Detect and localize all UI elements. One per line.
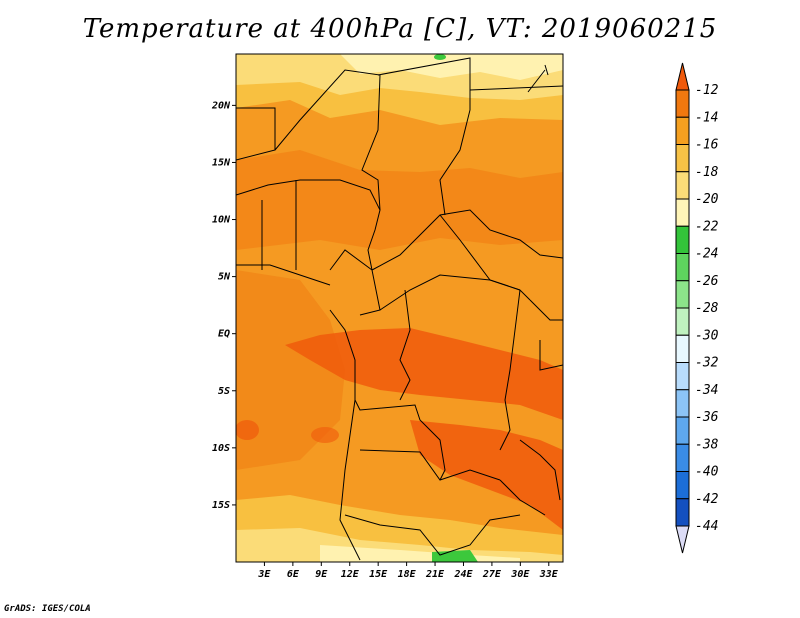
colorbar-segment: [675, 443, 690, 472]
colorbar-segment: [675, 225, 690, 254]
border-mozambique: [499, 479, 546, 516]
lon-tick-label: 33E: [539, 569, 559, 580]
lon-tick-label: 6E: [287, 569, 300, 580]
lon-tick-label: 24E: [453, 569, 473, 580]
border-zambia: [359, 449, 501, 481]
lon-tick-label: 27E: [482, 569, 502, 580]
colorbar-label: -18: [695, 165, 719, 180]
colorbar-label: -20: [695, 192, 719, 207]
band-minus12-inland-patch: [311, 427, 339, 443]
border-mali-niger: [274, 69, 381, 211]
border-nigeria-north: [236, 179, 381, 271]
country-borders: [236, 57, 563, 561]
band-minus20-south: [236, 528, 563, 562]
lat-tick-label: EQ: [218, 329, 230, 340]
lon-tick-label: 3E: [257, 569, 271, 580]
border-benin-togo: [261, 180, 297, 270]
colorbar-label: -44: [695, 519, 718, 534]
temperature-field: [236, 54, 563, 562]
lat-tick-label: 15S: [212, 500, 230, 511]
colorbar-label: -12: [695, 83, 719, 98]
lat-tick-label: 10S: [212, 443, 230, 454]
lon-tick-label: 30E: [510, 569, 530, 580]
colorbar-segment: [675, 471, 690, 500]
border-angola-drc: [329, 309, 446, 481]
band-minus12-congo: [285, 328, 563, 420]
lon-tick-label: 9E: [315, 569, 328, 580]
colorbar-segment: [675, 116, 690, 145]
colorbar-top-arrow: [675, 62, 690, 91]
lat-tick-label: 5S: [218, 386, 230, 397]
colorbar-segment: [675, 334, 690, 363]
latitude-axis: 20N 15N 10N 5N EQ 5S 10S 15S: [211, 100, 236, 511]
colorbar-label: -16: [695, 138, 719, 153]
map-frame: [235, 53, 564, 563]
band-minus14-west: [236, 270, 345, 470]
colorbar-segment: [675, 198, 690, 227]
colorbar-segment: [675, 171, 690, 200]
coast-angola-namibia: [339, 399, 361, 561]
lon-tick-label: 15E: [369, 569, 388, 580]
colorbar-segment: [675, 416, 690, 445]
map-title: Temperature at 400hPa [C], VT: 201906021…: [82, 14, 718, 44]
colorbar-segment: [675, 280, 690, 309]
lat-tick-label: 20N: [211, 100, 231, 111]
longitude-axis: 3E 6E 9E 12E 15E 18E 21E 24E 27E 30E 33E: [257, 562, 559, 580]
border-lake-victoria: [539, 340, 563, 371]
border-cameroon: [329, 249, 381, 316]
border-malawi: [519, 439, 561, 501]
colorbar-label: -40: [695, 465, 719, 480]
colorbar-label: -22: [695, 219, 719, 234]
colorbar: -12 -14 -16 -18 -20 -22 -24 -26 -28 -30 -32 -34 -36 -…: [675, 62, 719, 554]
lon-tick-label: 12E: [341, 569, 360, 580]
border-egypt-sudan: [469, 85, 563, 91]
colorbar-segment: [675, 362, 690, 391]
colorbar-segment: [675, 498, 690, 527]
border-botswana-zimbabwe: [344, 514, 521, 556]
colorbar-segment: [675, 144, 690, 173]
colorbar-label: -30: [695, 328, 719, 343]
colorbar-segment: [675, 89, 690, 118]
lat-tick-label: 5N: [218, 272, 231, 283]
colorbar-label: -32: [695, 356, 719, 371]
lat-tick-label: 15N: [212, 157, 231, 168]
colorbar-label: -42: [695, 492, 719, 507]
coast-guinea: [236, 264, 331, 286]
lon-tick-label: 21E: [425, 569, 445, 580]
colorbar-label: -38: [695, 437, 719, 452]
border-libya-chad-sudan: [377, 57, 471, 216]
colorbar-label: -28: [695, 301, 719, 316]
lon-tick-label: 18E: [398, 569, 417, 580]
border-car-sudan: [371, 209, 563, 271]
colorbar-label: -14: [695, 110, 718, 125]
border-nile-delta: [527, 64, 549, 93]
band-minus12-west-patch: [236, 420, 259, 440]
grads-credit: GrADS: IGES/COLA: [4, 604, 91, 614]
colorbar-segment: [675, 253, 690, 282]
border-mauritania: [236, 107, 276, 161]
colorbar-segment: [675, 389, 690, 418]
colorbar-label: -24: [695, 247, 718, 262]
lat-tick-label: 10N: [212, 215, 231, 226]
colorbar-segment: [675, 307, 690, 336]
band-minus22-north: [340, 54, 563, 80]
border-congo-river: [399, 289, 411, 401]
colorbar-label: -34: [695, 383, 718, 398]
colorbar-label: -36: [695, 410, 719, 425]
border-kenya-uganda: [529, 299, 563, 321]
border-great-lakes: [499, 289, 521, 451]
band-minus14-sahel: [236, 150, 563, 250]
green-patch-north: [434, 54, 446, 60]
colorbar-bottom-arrow: [675, 525, 690, 554]
green-patch-south: [432, 550, 478, 562]
colorbar-label: -26: [695, 274, 719, 289]
